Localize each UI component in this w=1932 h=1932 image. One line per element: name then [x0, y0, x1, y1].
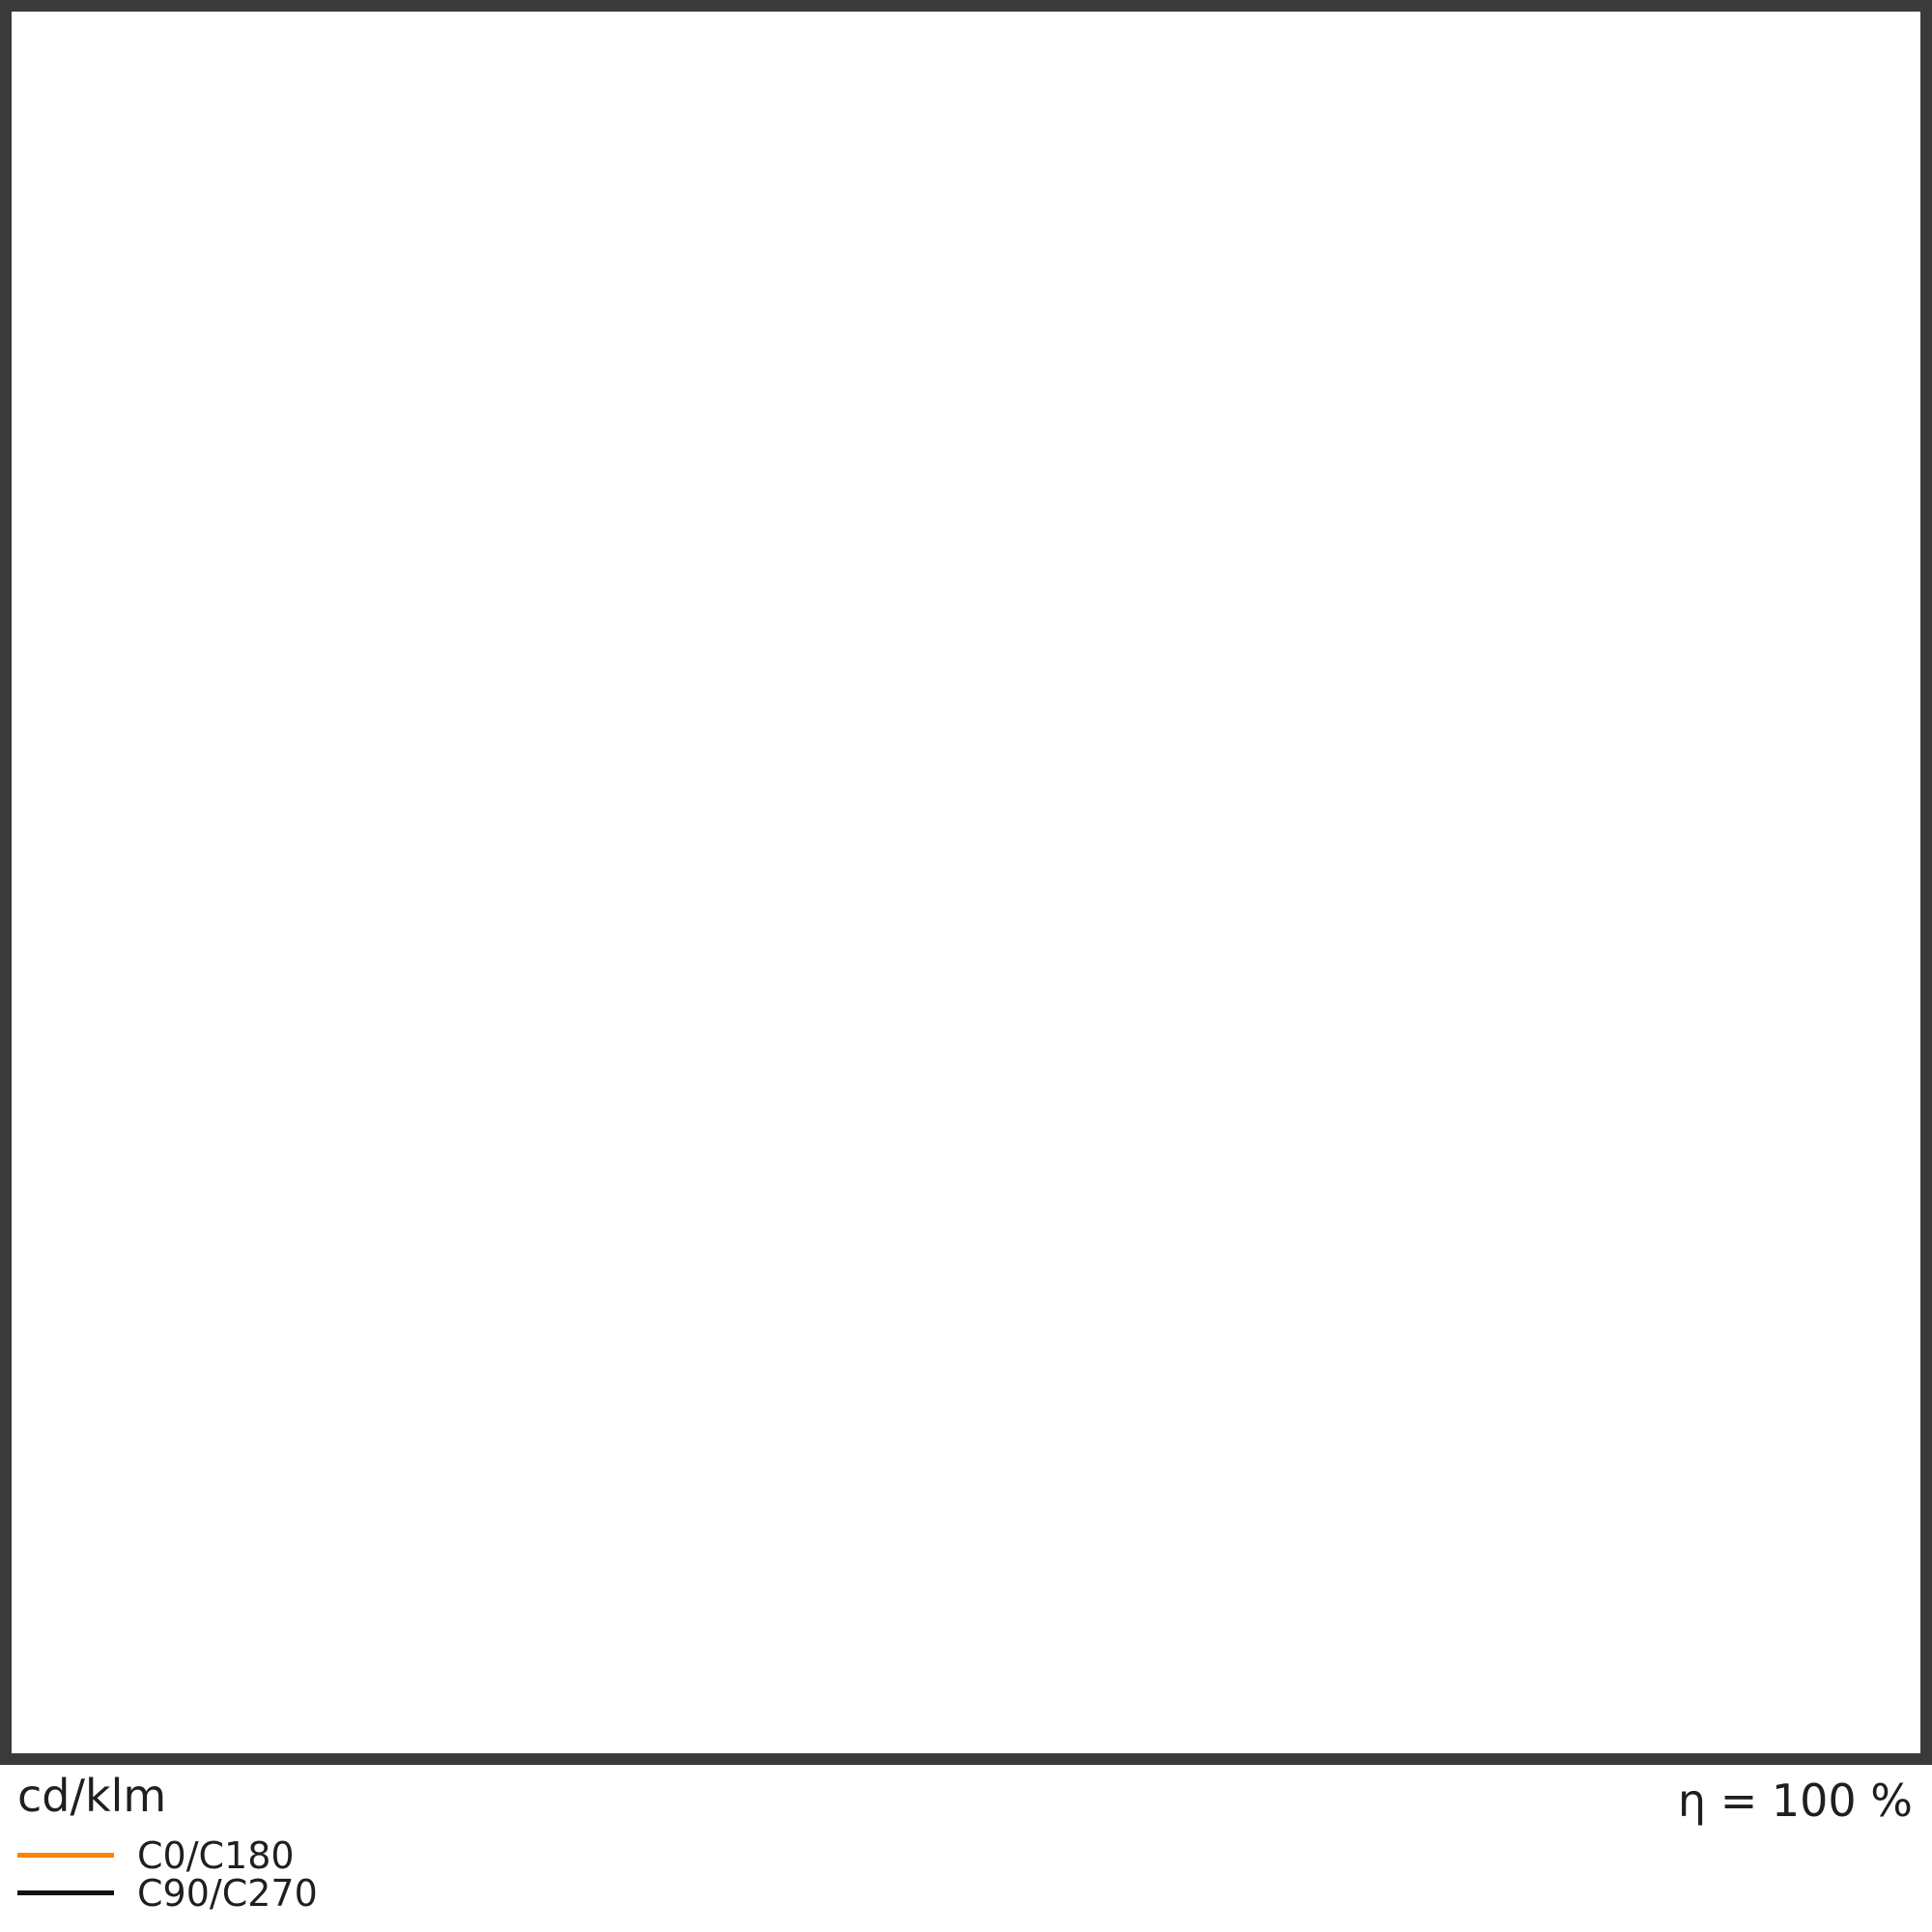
ring-label-1750: 1750 — [915, 1561, 1013, 1605]
c90-c270-line-swatch — [17, 1890, 114, 1895]
ring-label-1250: 1250 — [915, 1184, 1013, 1229]
ring-label-1500: 1500 — [915, 1373, 1013, 1417]
ring-label-750: 750 — [927, 808, 1001, 852]
legend-item-c90-c270: C90/C270 — [17, 1874, 318, 1912]
curve-c0-c180 — [690, 248, 1239, 1459]
plot-border — [0, 0, 1932, 1765]
efficiency-label: η = 100 % — [1677, 1775, 1913, 1827]
legend: C0/C180 C90/C270 — [17, 1836, 318, 1912]
ring-label-500: 500 — [927, 619, 1001, 664]
unit-label: cd/klm — [17, 1770, 167, 1822]
legend-item-c0-c180: C0/C180 — [17, 1836, 318, 1874]
ring-labels: 500 750 1000 1250 1500 1750 — [915, 619, 1013, 1605]
legend-label: C90/C270 — [137, 1871, 318, 1915]
legend-label: C0/C180 — [137, 1833, 295, 1877]
curve-c90-c270 — [679, 252, 1249, 1481]
ring-label-1000: 1000 — [915, 996, 1013, 1040]
c0-c180-line-swatch — [17, 1853, 114, 1858]
